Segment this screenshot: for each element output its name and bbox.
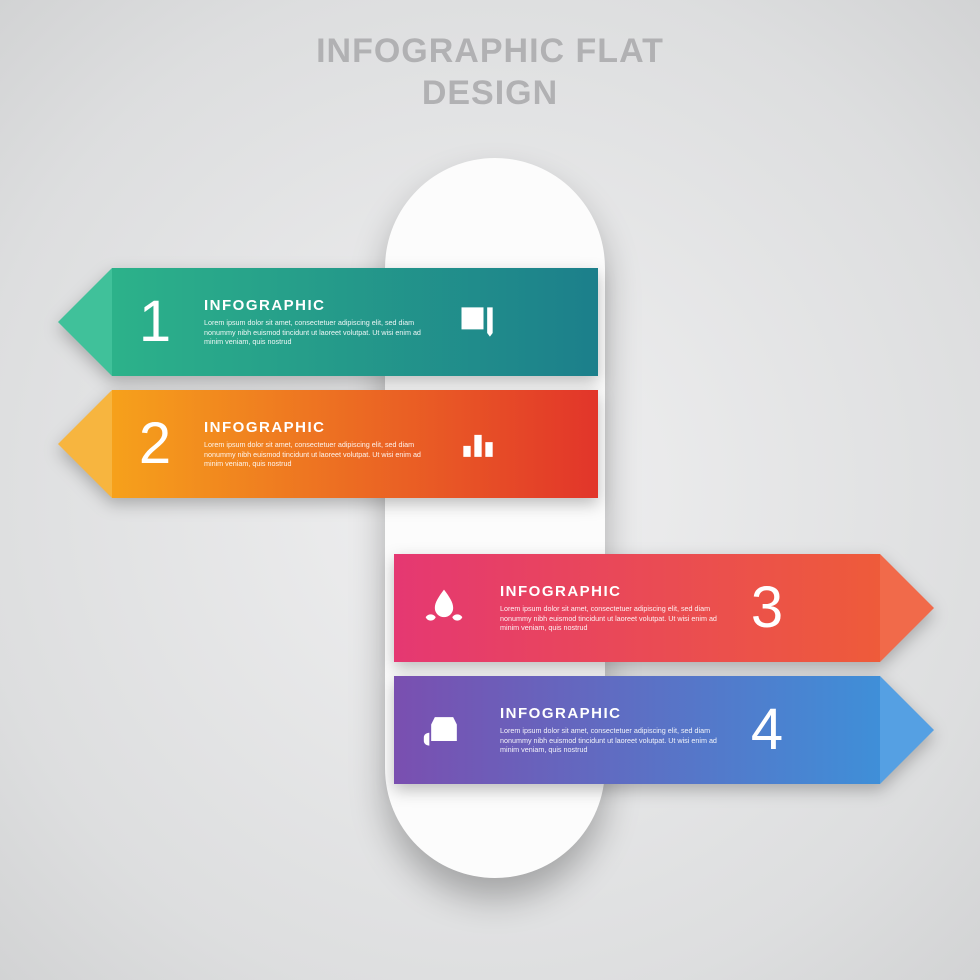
- banner-1-number: 1: [112, 293, 198, 351]
- banner-2-text: INFOGRAPHIC Lorem ipsum dolor sit amet, c…: [198, 419, 428, 469]
- banner-3-body: 3 INFOGRAPHIC Lorem ipsum dolor sit amet, …: [394, 554, 880, 662]
- banner-4: 4 INFOGRAPHIC Lorem ipsum dolor sit amet, …: [394, 676, 934, 784]
- banner-1-body-text: Lorem ipsum dolor sit amet, consectetuer…: [204, 318, 422, 347]
- banner-2-body: 2 INFOGRAPHIC Lorem ipsum dolor sit amet, …: [112, 390, 598, 498]
- banner-2: 2 INFOGRAPHIC Lorem ipsum dolor sit amet, …: [58, 390, 598, 498]
- banner-3-number: 3: [724, 579, 810, 637]
- infographic-stage: INFOGRAPHIC FLAT DESIGN 1 INFOGRAPHIC Lore…: [0, 0, 980, 980]
- banner-1-arrow-tip: [58, 268, 112, 376]
- title-line-1: INFOGRAPHIC FLAT: [0, 30, 980, 72]
- banner-4-number: 4: [724, 701, 810, 759]
- banner-3-heading: INFOGRAPHIC: [500, 583, 718, 600]
- banner-4-body: 4 INFOGRAPHIC Lorem ipsum dolor sit amet, …: [394, 676, 880, 784]
- banner-3-body-text: Lorem ipsum dolor sit amet, consectetuer…: [500, 604, 718, 633]
- note-icon: [428, 300, 528, 344]
- banner-4-arrow-tip: [880, 676, 934, 784]
- arrow-tip-shape: [58, 268, 112, 376]
- arrow-tip-shape: [880, 554, 934, 662]
- banner-2-body-text: Lorem ipsum dolor sit amet, consectetuer…: [204, 440, 422, 469]
- banner-3-arrow-tip: [880, 554, 934, 662]
- banner-4-heading: INFOGRAPHIC: [500, 705, 718, 722]
- banner-1: 1 INFOGRAPHIC Lorem ipsum dolor sit amet, …: [58, 268, 598, 376]
- arrow-tip-shape: [58, 390, 112, 498]
- banner-4-text: INFOGRAPHIC Lorem ipsum dolor sit amet, c…: [494, 705, 724, 755]
- water-icon: [394, 586, 494, 630]
- banner-3: 3 INFOGRAPHIC Lorem ipsum dolor sit amet, …: [394, 554, 934, 662]
- bars-icon: [428, 422, 528, 466]
- banner-4-body-text: Lorem ipsum dolor sit amet, consectetuer…: [500, 726, 718, 755]
- banner-3-text: INFOGRAPHIC Lorem ipsum dolor sit amet, c…: [494, 583, 724, 633]
- arrow-tip-shape: [880, 676, 934, 784]
- page-title: INFOGRAPHIC FLAT DESIGN: [0, 30, 980, 114]
- banner-1-heading: INFOGRAPHIC: [204, 297, 422, 314]
- banner-1-text: INFOGRAPHIC Lorem ipsum dolor sit amet, c…: [198, 297, 428, 347]
- banner-1-body: 1 INFOGRAPHIC Lorem ipsum dolor sit amet, …: [112, 268, 598, 376]
- banner-2-heading: INFOGRAPHIC: [204, 419, 422, 436]
- banner-2-arrow-tip: [58, 390, 112, 498]
- banner-2-number: 2: [112, 415, 198, 473]
- title-line-2: DESIGN: [0, 72, 980, 114]
- box-icon: [394, 708, 494, 752]
